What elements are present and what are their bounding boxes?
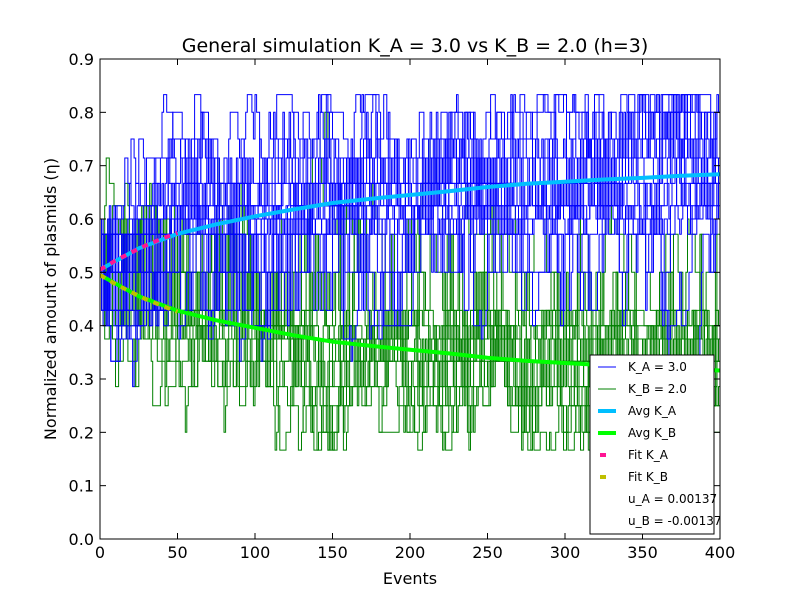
- y-tick-label: 0.0: [69, 530, 94, 549]
- simulation-trace: [100, 182, 720, 451]
- y-tick-label: 0.2: [69, 423, 94, 442]
- legend-label: u_A = 0.00137: [628, 492, 717, 506]
- legend-label: K_B = 2.0: [628, 382, 687, 396]
- x-tick-label: 150: [317, 543, 348, 562]
- legend-label: K_A = 3.0: [628, 360, 687, 374]
- x-tick-label: 100: [240, 543, 271, 562]
- x-tick-label: 250: [472, 543, 503, 562]
- y-tick-label: 0.8: [69, 103, 94, 122]
- y-tick-label: 0.6: [69, 210, 94, 229]
- x-axis-title: Events: [383, 569, 437, 588]
- x-tick-label: 50: [167, 543, 187, 562]
- legend-box: [589, 354, 715, 535]
- y-tick-label: 0.3: [69, 370, 94, 389]
- x-tick-label: 0: [95, 543, 105, 562]
- legend: K_A = 3.0 K_B = 2.0 Avg K_A Avg K_B Fit K_A F…: [589, 354, 721, 535]
- fit-lines: [100, 231, 179, 314]
- fit-line: [100, 273, 179, 314]
- chart-title: General simulation K_A = 3.0 vs K_B = 2.…: [182, 35, 649, 57]
- y-tick-label: 0.4: [69, 317, 94, 336]
- legend-label: Avg K_B: [628, 426, 676, 440]
- simulation-trace: [100, 94, 720, 340]
- legend-label: Avg K_A: [628, 404, 677, 418]
- legend-label: u_B = -0.00137: [628, 514, 721, 528]
- x-tick-label: 300: [550, 543, 581, 562]
- average-line: [100, 172, 720, 272]
- y-tick-label: 0.1: [69, 477, 94, 496]
- x-tick-label: 350: [627, 543, 658, 562]
- x-tick-label: 400: [705, 543, 736, 562]
- simulation-trace: [100, 94, 720, 362]
- x-axis: 0 50 100 150 200 250 300 350 400: [95, 59, 735, 562]
- y-axis-title: Normalized amount of plasmids (η): [41, 158, 60, 440]
- legend-label: Fit K_A: [628, 448, 669, 462]
- simulation-traces: [100, 94, 720, 451]
- legend-label: Fit K_B: [628, 470, 668, 484]
- fit-line: [100, 231, 179, 272]
- x-tick-label: 200: [395, 543, 426, 562]
- y-axis: 0.0 0.1 0.2 0.3 0.4 0.5 0.6 0.7 0.8 0.9: [69, 50, 720, 549]
- y-tick-label: 0.7: [69, 157, 94, 176]
- y-tick-label: 0.5: [69, 263, 94, 282]
- y-tick-label: 0.9: [69, 50, 94, 69]
